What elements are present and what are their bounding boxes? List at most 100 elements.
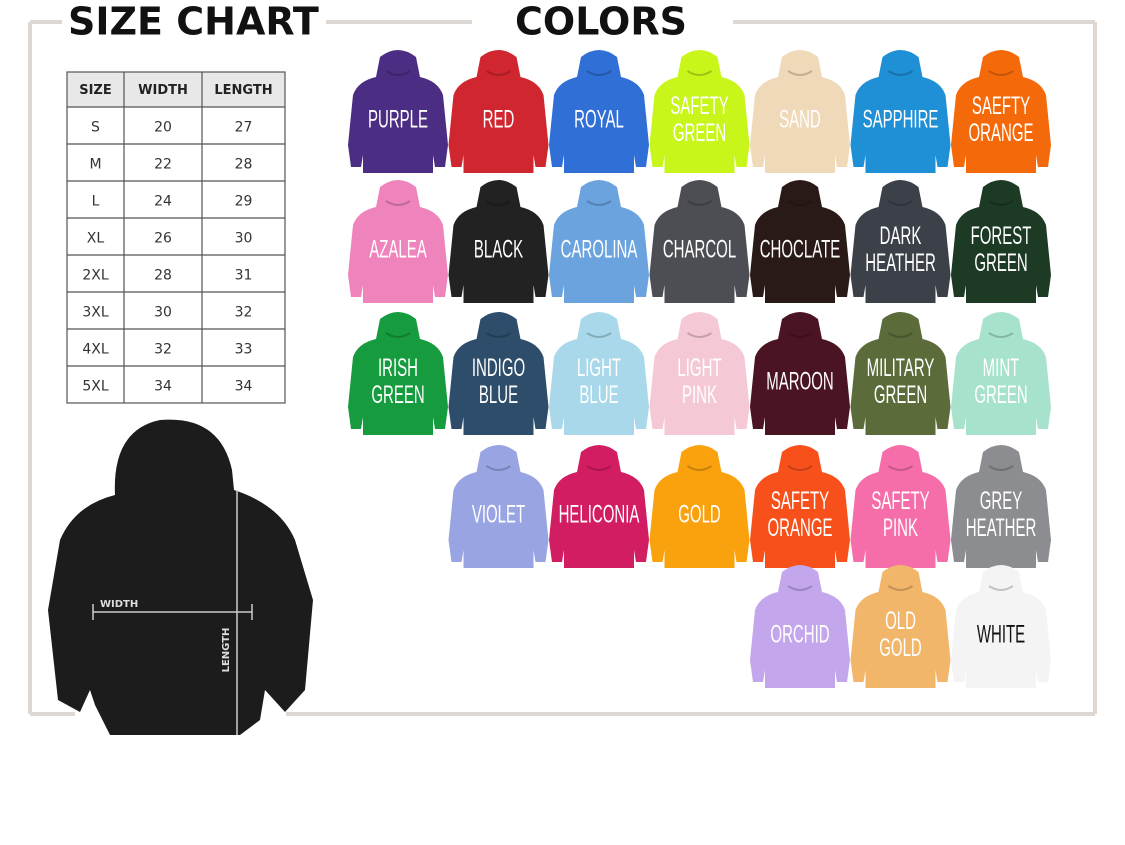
hoodie-swatch: WHITE xyxy=(951,565,1051,688)
color-label: CHARCOL xyxy=(663,236,736,264)
hoodie xyxy=(549,445,649,568)
hood-opening xyxy=(686,465,713,471)
size-chart-title: SIZE CHART xyxy=(68,0,319,44)
color-label: HELICONIA xyxy=(559,501,640,529)
color-label: GREY xyxy=(980,487,1023,515)
table-cell: L xyxy=(92,194,100,210)
hood-opening xyxy=(586,332,612,338)
hoodie-diagram: WIDTH LENGTH xyxy=(48,419,313,735)
hoodie-swatch: BLACK xyxy=(448,180,549,303)
color-label: BLACK xyxy=(474,236,523,264)
table-cell: 30 xyxy=(235,231,253,247)
table-cell: 28 xyxy=(154,268,172,284)
hood-opening xyxy=(485,70,512,76)
hoodie xyxy=(649,180,750,303)
hoodie xyxy=(951,180,1051,303)
hood-opening xyxy=(988,200,1014,206)
hoodie-swatch: GOLD xyxy=(649,445,750,568)
hoodie-swatch: SAND xyxy=(750,50,850,173)
color-label: ORANGE xyxy=(969,119,1034,147)
label-wrap: RED xyxy=(483,106,515,134)
label-wrap: GREEN xyxy=(974,249,1027,277)
hood-opening xyxy=(686,70,713,76)
hood-opening xyxy=(887,465,914,471)
label-wrap: GREEN xyxy=(974,381,1027,409)
hood-opening xyxy=(686,332,713,338)
label-wrap: DARK xyxy=(880,222,922,250)
hood-opening xyxy=(586,70,612,76)
label-wrap: BLUE xyxy=(479,381,518,409)
length-label: LENGTH xyxy=(221,628,232,673)
table-cell: 32 xyxy=(154,342,172,358)
label-wrap: SAFETY xyxy=(871,487,930,515)
table-cell: XL xyxy=(87,231,105,247)
label-wrap: HELICONIA xyxy=(559,501,640,529)
hood-opening xyxy=(485,200,512,206)
hoodie-swatch: AZALEA xyxy=(348,180,448,303)
table-header-cell: WIDTH xyxy=(138,83,188,98)
color-label: SAPPHIRE xyxy=(863,106,939,134)
label-wrap: CAROLINA xyxy=(561,236,638,264)
color-label: PINK xyxy=(883,514,918,542)
color-label: GREEN xyxy=(974,249,1027,277)
hoodie xyxy=(750,50,850,173)
hoodie-swatch: ROYAL xyxy=(549,50,649,173)
hoodie xyxy=(850,312,951,435)
color-label: VIOLET xyxy=(472,501,526,529)
table-cell: 30 xyxy=(154,305,172,321)
table-border xyxy=(66,71,286,404)
label-wrap: GOLD xyxy=(678,501,721,529)
table-cell: 20 xyxy=(154,120,172,136)
label-wrap: IRISH xyxy=(378,354,418,382)
hoodie xyxy=(649,445,750,568)
hoodie xyxy=(348,312,448,435)
label-wrap: PINK xyxy=(883,514,918,542)
label-wrap: INDIGO xyxy=(472,354,525,382)
hoodie-shape xyxy=(48,419,313,735)
colors-title: COLORS xyxy=(515,0,687,44)
label-wrap: PURPLE xyxy=(368,106,428,134)
label-wrap: OLD xyxy=(885,607,916,635)
label-wrap: GREEN xyxy=(874,381,927,409)
label-wrap: CHARCOL xyxy=(663,236,736,264)
hoodie xyxy=(549,312,649,435)
table-cell: S xyxy=(91,120,100,136)
hood-opening xyxy=(887,200,914,206)
label-wrap: LIGHT xyxy=(677,354,721,382)
color-label: SAND xyxy=(779,106,821,134)
hoodie-swatch: CAROLINA xyxy=(549,180,649,303)
label-wrap: ORCHID xyxy=(770,621,829,649)
table-cell: 33 xyxy=(235,342,253,358)
table-cell: 32 xyxy=(235,305,253,321)
color-label: IRISH xyxy=(378,354,418,382)
hoodie xyxy=(448,445,549,568)
table-cell: 29 xyxy=(235,194,253,210)
table-cell: M xyxy=(89,157,101,173)
label-wrap: GREEN xyxy=(673,119,726,147)
hoodie xyxy=(951,312,1051,435)
hoodie xyxy=(649,312,750,435)
color-label: GREEN xyxy=(371,381,424,409)
label-wrap: MAROON xyxy=(766,368,833,396)
hoodie xyxy=(448,180,549,303)
hoodie xyxy=(348,50,448,173)
label-wrap: ORANGE xyxy=(969,119,1034,147)
color-label: PURPLE xyxy=(368,106,428,134)
hood-opening xyxy=(887,585,914,591)
table-cell: 24 xyxy=(154,194,172,210)
color-label: GOLD xyxy=(678,501,721,529)
table-header-bg xyxy=(67,72,285,107)
hoodie xyxy=(951,445,1051,568)
hoodie xyxy=(850,445,951,568)
hoodie xyxy=(750,445,850,568)
color-label: MINT xyxy=(983,354,1020,382)
hoodie xyxy=(448,312,549,435)
label-wrap: VIOLET xyxy=(472,501,526,529)
